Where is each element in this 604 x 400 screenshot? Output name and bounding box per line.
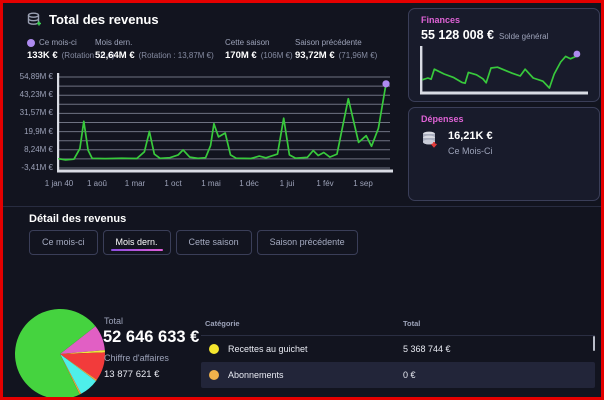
- category-label: Abonnements: [228, 370, 284, 380]
- y-axis-tick-label: 31,57M €: [19, 108, 53, 118]
- revenue-section-header: Total des revenus: [27, 12, 159, 27]
- category-value: 0 €: [403, 370, 416, 380]
- balance-value: 55 128 008 €: [421, 28, 494, 42]
- tab-mois-dern[interactable]: Mois dern.: [102, 230, 171, 255]
- tab-ce-mois-ci[interactable]: Ce mois-ci: [29, 230, 98, 255]
- stat-extra: (106M €): [260, 51, 293, 60]
- tab-saison-precedente[interactable]: Saison précédente: [256, 230, 358, 255]
- finances-panel-title: Finances: [421, 15, 461, 25]
- revenue-pie-chart: [14, 308, 106, 397]
- y-axis-tick-label: 19,9M €: [24, 126, 53, 136]
- turnover-label: Chiffre d'affaires: [104, 353, 169, 363]
- y-axis-tick-label: 8,24M €: [24, 144, 53, 154]
- x-axis-tick-label: 1 oct: [164, 179, 182, 188]
- x-axis-tick-label: 1 jan 40: [44, 179, 74, 188]
- stat-extra: (Rotation : 0 €): [61, 51, 115, 60]
- expenses-value: 16,21K €: [448, 130, 493, 142]
- y-axis-tick-label: -3,41M €: [21, 163, 53, 172]
- depenses-panel-title: Dépenses: [421, 114, 464, 124]
- total-value: 52 646 633 €: [103, 328, 200, 346]
- table-scrollbar[interactable]: [593, 336, 595, 351]
- x-axis-tick-label: 1 aoû: [86, 179, 108, 188]
- tab-cette-saison[interactable]: Cette saison: [175, 230, 252, 255]
- revenue-database-icon: [27, 12, 42, 27]
- stat-ce-mois-ci: Ce mois-ci 133K € (Rotation : 0 €): [27, 37, 115, 61]
- stat-value: 93,72M €: [295, 50, 335, 61]
- stat-extra: (Rotation : 13,87M €): [138, 51, 214, 60]
- stat-value: 52,64M €: [95, 50, 135, 61]
- x-axis-tick-label: 1 mar: [124, 179, 146, 188]
- y-axis-tick-label: 43,23M €: [19, 90, 53, 100]
- table-row-recettes-au-guichet[interactable]: Recettes au guichet 5 368 744 €: [201, 336, 595, 362]
- stat-saison-precedente: Saison précédente 93,72M € (71,96M €): [295, 37, 377, 61]
- x-axis-tick-label: 1 déc: [239, 179, 259, 188]
- stat-label: Saison précédente: [295, 38, 362, 47]
- main-revenue-line-chart: [57, 73, 393, 174]
- stat-cette-saison: Cette saison 170M € (106M €): [225, 37, 293, 61]
- detail-section-title: Détail des revenus: [29, 213, 127, 225]
- main-chart-x-axis-labels: 1 jan 40 1 aoû 1 mar 1 oct 1 mai 1 déc 1 jui 1 …: [45, 179, 393, 191]
- balance-mini-line-chart: [420, 46, 588, 96]
- stat-label: Mois dern.: [95, 38, 133, 47]
- stat-extra: (71,96M €): [338, 51, 378, 60]
- depenses-panel[interactable]: Dépenses 16,21K € Ce Mois-Ci: [408, 107, 600, 201]
- table-header-row: Catégorie Total: [201, 317, 595, 333]
- y-axis-tick-label: 54,89M €: [19, 72, 53, 81]
- category-value: 5 368 744 €: [403, 344, 451, 354]
- period-tabs: Ce mois-ci Mois dern. Cette saison Saiso…: [29, 230, 358, 255]
- stat-mois-dern: Mois dern. 52,64M € (Rotation : 13,87M €): [95, 37, 214, 61]
- stat-value: 133K €: [27, 50, 58, 61]
- column-header-total: Total: [403, 319, 421, 328]
- category-color-dot: [209, 344, 219, 354]
- page-title: Total des revenus: [49, 12, 159, 27]
- revenue-category-table: Catégorie Total Recettes au guichet 5 36…: [201, 317, 595, 388]
- x-axis-tick-label: 1 fév: [316, 179, 334, 188]
- stat-label: Ce mois-ci: [39, 38, 77, 47]
- total-label: Total: [104, 316, 124, 326]
- current-month-series-dot: [27, 38, 35, 47]
- table-header-divider: [201, 335, 595, 336]
- stat-value: 170M €: [225, 50, 257, 61]
- finances-panel[interactable]: Finances 55 128 008 € Solde général: [408, 8, 600, 102]
- table-row-abonnements[interactable]: Abonnements 0 €: [201, 362, 595, 388]
- stat-label: Cette saison: [225, 38, 270, 47]
- coins-down-icon: [421, 130, 440, 150]
- x-axis-tick-label: 1 jui: [279, 179, 295, 188]
- x-axis-tick-label: 1 mai: [201, 179, 221, 188]
- column-header-categorie: Catégorie: [205, 319, 240, 328]
- section-divider: [3, 206, 601, 207]
- balance-caption: Solde général: [499, 32, 549, 41]
- turnover-value: 13 877 621 €: [104, 369, 160, 380]
- x-axis-tick-label: 1 sep: [353, 179, 373, 188]
- expenses-caption: Ce Mois-Ci: [448, 146, 493, 156]
- main-chart-y-axis-labels: 54,89M € 43,23M € 31,57M € 19,9M € 8,24M € -3…: [3, 72, 53, 174]
- category-color-dot: [209, 370, 219, 380]
- category-label: Recettes au guichet: [228, 344, 308, 354]
